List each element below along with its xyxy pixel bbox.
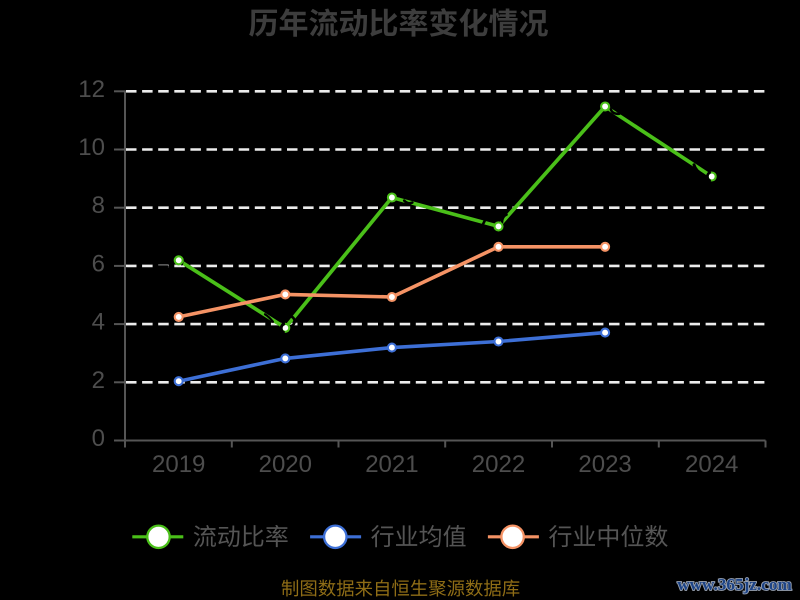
svg-text:6: 6: [92, 250, 105, 277]
svg-text:2022: 2022: [472, 451, 525, 478]
svg-text:8: 8: [92, 192, 105, 219]
svg-text:2021: 2021: [365, 451, 418, 478]
svg-text:2020: 2020: [259, 451, 312, 478]
svg-text:4: 4: [92, 309, 105, 336]
svg-text:10: 10: [78, 134, 105, 161]
svg-text:2024: 2024: [685, 451, 738, 478]
svg-text:2: 2: [92, 367, 105, 394]
svg-text:12: 12: [78, 76, 105, 103]
svg-text:www.365jz.com: www.365jz.com: [677, 575, 792, 594]
svg-text:0: 0: [92, 425, 105, 452]
svg-text:2023: 2023: [578, 451, 631, 478]
svg-text:2019: 2019: [152, 451, 205, 478]
